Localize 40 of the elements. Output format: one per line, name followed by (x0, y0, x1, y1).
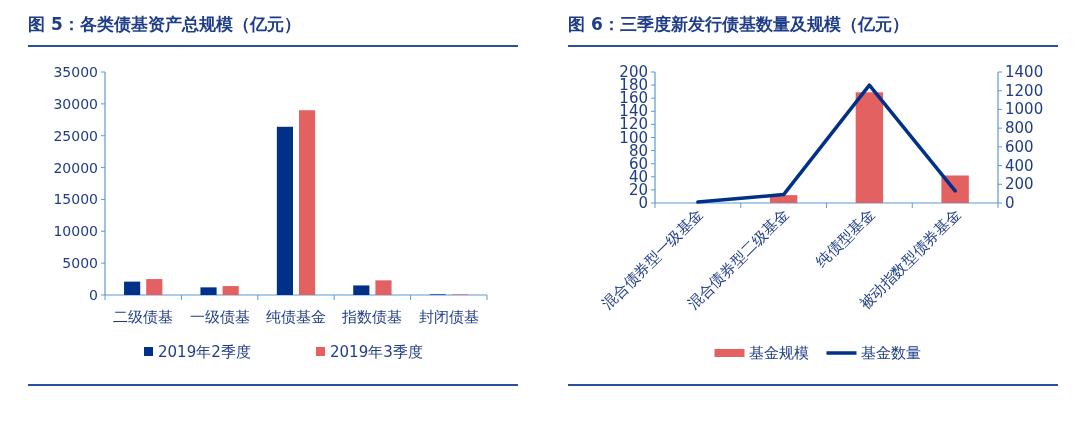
x-tick-label: 二级债基 (113, 308, 174, 326)
legend-label: 2019年2季度 (158, 343, 251, 361)
x-tick-label: 纯债型基金 (812, 205, 879, 271)
y-tick-label: 25000 (53, 127, 98, 144)
bar (299, 110, 316, 295)
y2-tick-label: 0 (1005, 194, 1015, 212)
legend-label: 基金规模 (748, 344, 809, 362)
x-tick-label: 一级债基 (189, 308, 250, 326)
line-series (696, 83, 957, 204)
legend-label: 基金数量 (860, 344, 921, 362)
x-tick-label: 指数债基 (341, 308, 403, 326)
y2-tick-label: 400 (1005, 156, 1034, 175)
chart-title: 图 6：三季度新发行债基数量及规模（亿元） (568, 14, 909, 34)
bar (375, 280, 392, 295)
y2-tick-label: 600 (1005, 137, 1034, 156)
y2-tick-label: 800 (1005, 119, 1034, 138)
bar (146, 279, 163, 295)
y-tick-label: 0 (638, 194, 648, 212)
bar (855, 92, 884, 203)
y-tick-label: 30000 (53, 95, 98, 112)
y-tick-label: 20000 (53, 159, 98, 176)
x-tick-label: 纯债基金 (266, 308, 326, 326)
chart-title: 图 5：各类债基资产总规模（亿元） (28, 14, 301, 34)
y-tick-label: 15000 (53, 191, 98, 208)
bar (200, 287, 217, 295)
y2-tick-label: 200 (1005, 175, 1034, 194)
y2-tick-label: 1000 (1005, 100, 1044, 119)
y2-tick-label: 1400 (1005, 63, 1044, 81)
y-tick-label: 10000 (53, 223, 98, 240)
bar (941, 175, 969, 203)
y2-tick-label: 1200 (1005, 81, 1044, 100)
legend-label: 2019年3季度 (330, 343, 423, 361)
bar (276, 126, 293, 295)
bar (124, 281, 141, 295)
y-tick-label: 0 (89, 287, 98, 303)
bar (353, 285, 370, 295)
x-tick-label: 封闭债基 (418, 308, 479, 326)
y-tick-label: 5000 (62, 255, 98, 272)
bar (222, 286, 239, 295)
y-tick-label: 35000 (53, 64, 98, 80)
